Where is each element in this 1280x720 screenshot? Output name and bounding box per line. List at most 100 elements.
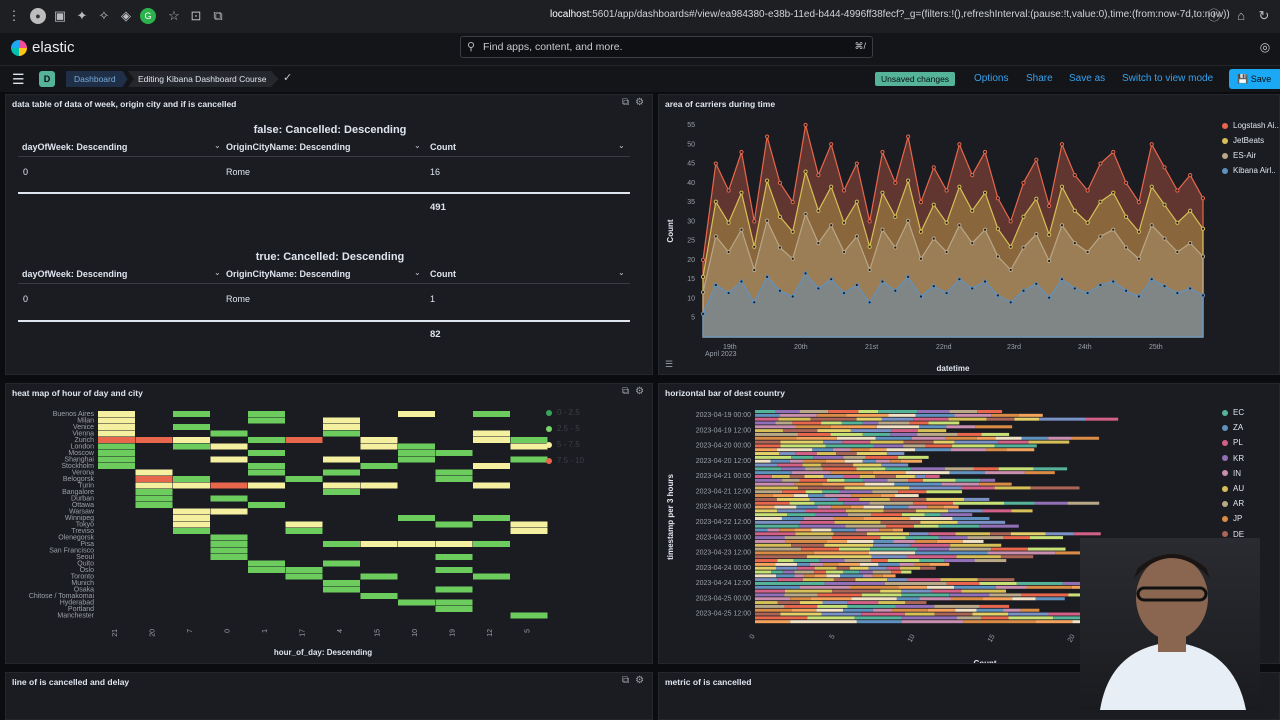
menu-icon[interactable]: ☰ <box>12 71 25 87</box>
share-link[interactable]: Share <box>1026 73 1053 84</box>
bar-segment <box>755 559 778 563</box>
capture-icon[interactable]: ⊡ <box>190 8 202 23</box>
bar-segment <box>843 474 860 478</box>
inspect-icon[interactable]: ⧉ <box>622 97 630 108</box>
legend-item[interactable]: 2.5 - 5 <box>546 424 580 433</box>
legend-item[interactable]: AR <box>1222 499 1244 508</box>
bar-segment <box>803 459 826 463</box>
light-icon[interactable]: ✧ <box>98 8 110 23</box>
grammarly-icon[interactable]: G <box>140 8 156 24</box>
legend-item[interactable]: AU <box>1222 484 1244 493</box>
address-bar[interactable]: localhost:5601/app/dashboards#/view/ea98… <box>550 9 1230 20</box>
legend-item[interactable]: ES-Air <box>1222 151 1256 160</box>
legend-item[interactable]: JP <box>1222 514 1242 523</box>
screenshot-icon[interactable]: ⧉ <box>213 8 223 23</box>
bar-segment <box>832 448 851 452</box>
bar-segment <box>844 486 910 490</box>
heatmap-cell <box>323 560 360 567</box>
space-avatar[interactable]: D <box>39 71 55 87</box>
bar-segment <box>755 593 785 597</box>
heatmap-cell <box>435 586 473 593</box>
area-point <box>713 282 718 288</box>
chevron-down-icon[interactable]: ⌄ <box>414 268 421 277</box>
bar-segment <box>809 562 824 566</box>
heatmap-cell <box>98 450 135 456</box>
horizontal-bar-chart[interactable]: 2023-04-19 00:00 2023-04-19 12:00 2023-04-… <box>659 394 1219 664</box>
column-header[interactable]: OriginCityName: Descending <box>226 269 351 279</box>
bar-segment <box>905 536 939 540</box>
legend-item[interactable]: KR <box>1222 454 1244 463</box>
info-icon[interactable]: ⓘ <box>1207 8 1221 23</box>
column-header[interactable]: OriginCityName: Descending <box>226 142 351 152</box>
chevron-down-icon[interactable]: ⌄ <box>214 268 221 277</box>
more-icon[interactable]: ⋮ <box>7 8 21 23</box>
sidebar-icon[interactable]: ▣ <box>53 8 67 23</box>
gear-icon[interactable]: ⚙ <box>635 386 645 397</box>
options-link[interactable]: Options <box>974 73 1009 84</box>
bar-segment <box>1008 612 1049 616</box>
bar-segment <box>973 467 999 471</box>
chevron-down-icon[interactable]: ⌄ <box>214 141 221 150</box>
bar-segment <box>1006 448 1035 452</box>
switch-view-mode-link[interactable]: Switch to view mode <box>1122 73 1214 84</box>
legend-item[interactable]: Logstash Ai.. <box>1222 121 1279 130</box>
legend-item[interactable]: PL <box>1222 438 1243 447</box>
bar-segment <box>812 448 833 452</box>
bar-segment <box>876 425 920 429</box>
area-point <box>1200 293 1206 298</box>
home-icon[interactable]: ⌂ <box>1237 8 1245 23</box>
inspect-icon[interactable]: ⧉ <box>622 675 630 686</box>
reload-icon[interactable]: ↻ <box>1258 8 1270 23</box>
legend-item[interactable]: DE <box>1222 530 1244 539</box>
bar-segment <box>955 532 991 536</box>
legend-item[interactable]: EC <box>1222 408 1244 417</box>
legend-item[interactable]: IN <box>1222 469 1241 478</box>
bar-segment <box>856 620 902 624</box>
gear-icon[interactable]: ⚙ <box>635 97 645 108</box>
translate-icon[interactable]: ◈ <box>121 8 131 23</box>
legend-swatch <box>546 457 552 464</box>
heatmap-cell <box>173 482 210 489</box>
breadcrumb-dashboard[interactable]: Dashboard <box>66 71 128 87</box>
legend-item[interactable]: 7.5 - 10 <box>546 456 584 465</box>
profile-icon[interactable]: ● <box>30 8 46 24</box>
chevron-down-icon[interactable]: ⌄ <box>618 141 625 150</box>
bar-segment <box>950 543 1002 547</box>
legend-item[interactable]: ZA <box>1222 423 1243 432</box>
bar-segment <box>833 578 856 582</box>
global-search-input[interactable]: ⚲ Find apps, content, and more. ⌘/ <box>460 36 873 58</box>
legend-item[interactable]: Kibana Airl.. <box>1222 166 1276 175</box>
bar-segment <box>805 467 823 471</box>
area-point <box>982 149 988 155</box>
area-point <box>1072 286 1077 291</box>
gear-icon[interactable]: ⚙ <box>635 675 645 686</box>
bar-segment <box>793 559 820 563</box>
list-icon[interactable]: ☰ <box>665 359 674 369</box>
legend-item[interactable]: JetBeats <box>1222 136 1264 145</box>
column-header[interactable]: Count <box>430 142 456 152</box>
bar-segment <box>784 604 818 608</box>
column-header[interactable]: Count <box>430 269 456 279</box>
bar-segment <box>1021 436 1049 440</box>
save-as-link[interactable]: Save as <box>1069 73 1106 84</box>
area-point <box>1188 173 1193 178</box>
chevron-down-icon[interactable]: ⌄ <box>618 268 625 277</box>
elastic-logo[interactable]: elastic <box>11 39 75 56</box>
heatmap-chart[interactable]: Buenos AiresMilanVeniceViennaZurichLondo… <box>6 394 606 664</box>
bar-segment <box>755 620 791 624</box>
area-point <box>790 256 795 261</box>
column-header[interactable]: dayOfWeek: Descending <box>22 269 128 279</box>
legend-item[interactable]: 0 - 2.5 <box>546 408 580 417</box>
inspect-icon[interactable]: ⧉ <box>622 386 630 397</box>
legend-item[interactable]: 5 - 7.5 <box>546 440 580 449</box>
area-chart[interactable]: 5 10 15 20 25 30 35 40 45 50 55 Count 19th 20th 21st 22… <box>659 105 1219 375</box>
star-icon[interactable]: ☆ <box>168 8 180 23</box>
column-header[interactable]: dayOfWeek: Descending <box>22 142 128 152</box>
save-button[interactable]: 💾 Save <box>1229 69 1280 89</box>
area-point <box>970 241 975 246</box>
chevron-down-icon[interactable]: ⌄ <box>414 141 421 150</box>
area-point <box>1123 288 1129 293</box>
help-icon[interactable]: ◎ <box>1259 40 1271 54</box>
extension-icon[interactable]: ✦ <box>76 8 88 23</box>
check-icon[interactable]: ✓ <box>283 72 293 84</box>
